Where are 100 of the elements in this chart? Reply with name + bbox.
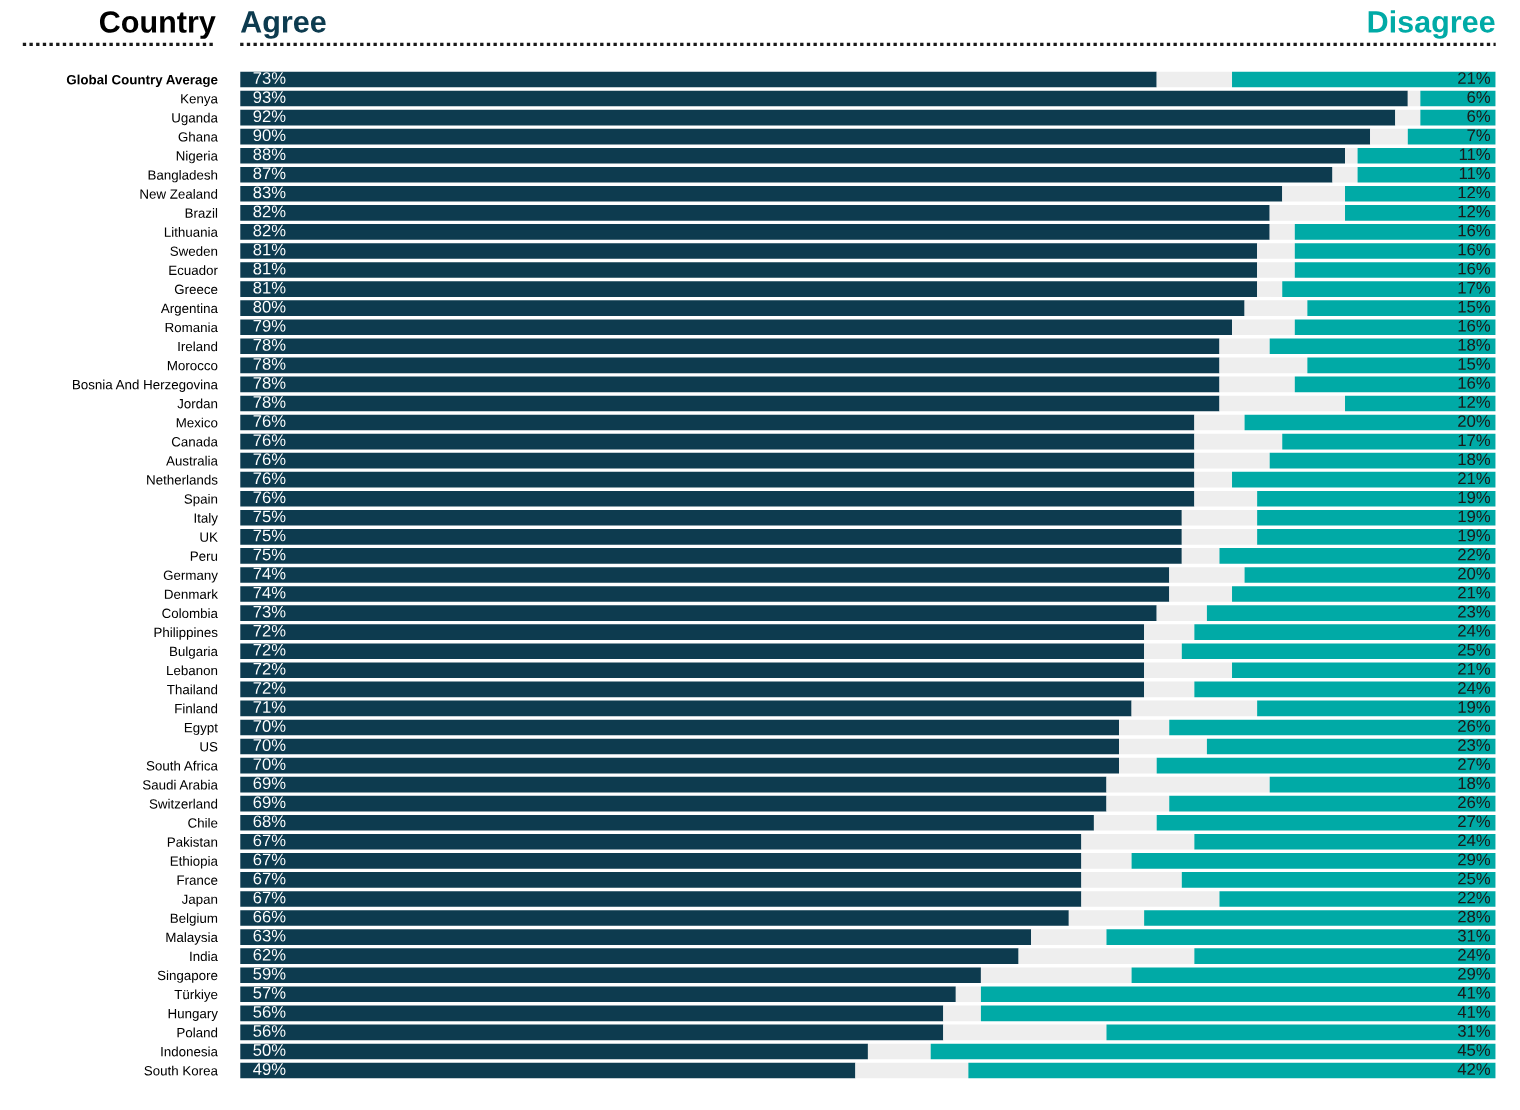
data-label: 71% xyxy=(253,701,286,713)
data-label: 6% xyxy=(1467,110,1491,123)
data-label: 17% xyxy=(1458,281,1491,294)
data-label: 45% xyxy=(1457,1044,1491,1056)
data-label: 87% xyxy=(253,167,286,180)
data-label: 11% xyxy=(1459,148,1491,161)
data-label: 78% xyxy=(253,396,286,408)
data-label: 76% xyxy=(253,415,286,427)
data-label: 68% xyxy=(253,815,286,828)
data-label: 72% xyxy=(253,662,286,675)
data-label: 80% xyxy=(253,300,286,313)
data-label: 17% xyxy=(1458,434,1491,446)
data-label: 59% xyxy=(253,967,286,980)
data-label: 70% xyxy=(253,720,286,732)
data-label: 18% xyxy=(1458,338,1491,351)
data-label: 21% xyxy=(1458,662,1491,675)
data-label: 75% xyxy=(253,529,286,542)
data-label: 76% xyxy=(253,434,286,447)
data-label: 70% xyxy=(253,739,286,751)
data-label: 24% xyxy=(1458,834,1491,847)
data-label: 24% xyxy=(1458,948,1491,961)
data-label: 12% xyxy=(1458,396,1491,408)
data-label: 69% xyxy=(253,777,286,790)
data-label: 75% xyxy=(253,548,286,561)
data-label: 7% xyxy=(1467,129,1491,142)
data-label: 70% xyxy=(253,758,286,771)
data-label: 56% xyxy=(253,1025,286,1037)
data-label: 19% xyxy=(1458,510,1491,523)
data-label: 56% xyxy=(253,1006,286,1018)
data-label: 93% xyxy=(253,91,286,103)
data-label: 81% xyxy=(253,262,286,275)
data-label: 18% xyxy=(1458,777,1491,790)
data-label: 83% xyxy=(253,186,286,199)
data-label: 29% xyxy=(1458,853,1491,866)
data-label: 72% xyxy=(253,682,286,694)
data-label: 90% xyxy=(253,129,286,142)
data-label: 28% xyxy=(1458,910,1491,923)
data-label: 16% xyxy=(1458,224,1491,237)
data-label: 26% xyxy=(1458,796,1491,809)
data-label: 25% xyxy=(1458,872,1491,885)
series-label: Disagree xyxy=(1368,10,1495,39)
data-label: 25% xyxy=(1458,643,1491,656)
data-label: 21% xyxy=(1458,72,1491,84)
data-label: 82% xyxy=(253,224,286,237)
data-label: 21% xyxy=(1458,472,1491,485)
data-label: 20% xyxy=(1458,567,1491,580)
series-label: Agree xyxy=(240,11,326,39)
data-label: 67% xyxy=(253,834,286,847)
data-label: 49% xyxy=(253,1063,286,1075)
data-label: 78% xyxy=(253,358,286,370)
data-label: 20% xyxy=(1458,415,1491,427)
data-label: 41% xyxy=(1457,987,1491,999)
data-label: 16% xyxy=(1458,377,1491,389)
data-label: 31% xyxy=(1457,1025,1491,1037)
data-label: 75% xyxy=(253,510,286,523)
data-label: 72% xyxy=(253,643,286,656)
data-label: 19% xyxy=(1458,701,1491,713)
data-label: 74% xyxy=(253,567,286,580)
data-label: 11% xyxy=(1459,167,1491,180)
data-label: 92% xyxy=(253,110,286,123)
data-label: 67% xyxy=(253,891,286,904)
data-label: 27% xyxy=(1458,815,1491,828)
data-label: 21% xyxy=(1458,586,1491,599)
data-label: 42% xyxy=(1457,1063,1491,1075)
data-label: 31% xyxy=(1457,929,1491,942)
data-label: 18% xyxy=(1458,453,1491,466)
data-label: 79% xyxy=(253,319,286,332)
data-label: 74% xyxy=(253,586,286,599)
data-label: 73% xyxy=(253,72,286,84)
data-label: 24% xyxy=(1458,624,1491,637)
data-label: 81% xyxy=(253,281,286,294)
data-label: 15% xyxy=(1458,300,1491,313)
data-label: 69% xyxy=(253,796,286,809)
data-label: 23% xyxy=(1458,739,1491,751)
data-label: 22% xyxy=(1458,891,1491,904)
data-label: 15% xyxy=(1458,358,1491,370)
data-label: 76% xyxy=(253,472,286,485)
data-label: 6% xyxy=(1467,91,1491,103)
data-label: 12% xyxy=(1458,186,1491,199)
data-label: 12% xyxy=(1458,205,1491,218)
data-label: 88% xyxy=(253,148,286,161)
data-label: 62% xyxy=(253,948,286,961)
y-axis-title: Country xyxy=(99,11,216,39)
data-label: 67% xyxy=(253,853,286,866)
data-label: 73% xyxy=(253,605,286,618)
data-label: 19% xyxy=(1458,491,1491,504)
data-label: 76% xyxy=(253,491,286,504)
data-label: 67% xyxy=(253,872,286,885)
data-label: 19% xyxy=(1458,529,1491,542)
data-label: 66% xyxy=(253,910,286,923)
data-label: 57% xyxy=(253,987,286,999)
data-label: 24% xyxy=(1458,682,1491,694)
data-label: 22% xyxy=(1458,548,1491,561)
data-label: 63% xyxy=(253,929,286,942)
data-label: 78% xyxy=(253,377,286,389)
data-label: 16% xyxy=(1458,243,1491,256)
data-label: 29% xyxy=(1458,967,1491,980)
data-label: 27% xyxy=(1458,758,1491,770)
data-label: 72% xyxy=(253,624,286,637)
data-label: 23% xyxy=(1458,605,1491,618)
